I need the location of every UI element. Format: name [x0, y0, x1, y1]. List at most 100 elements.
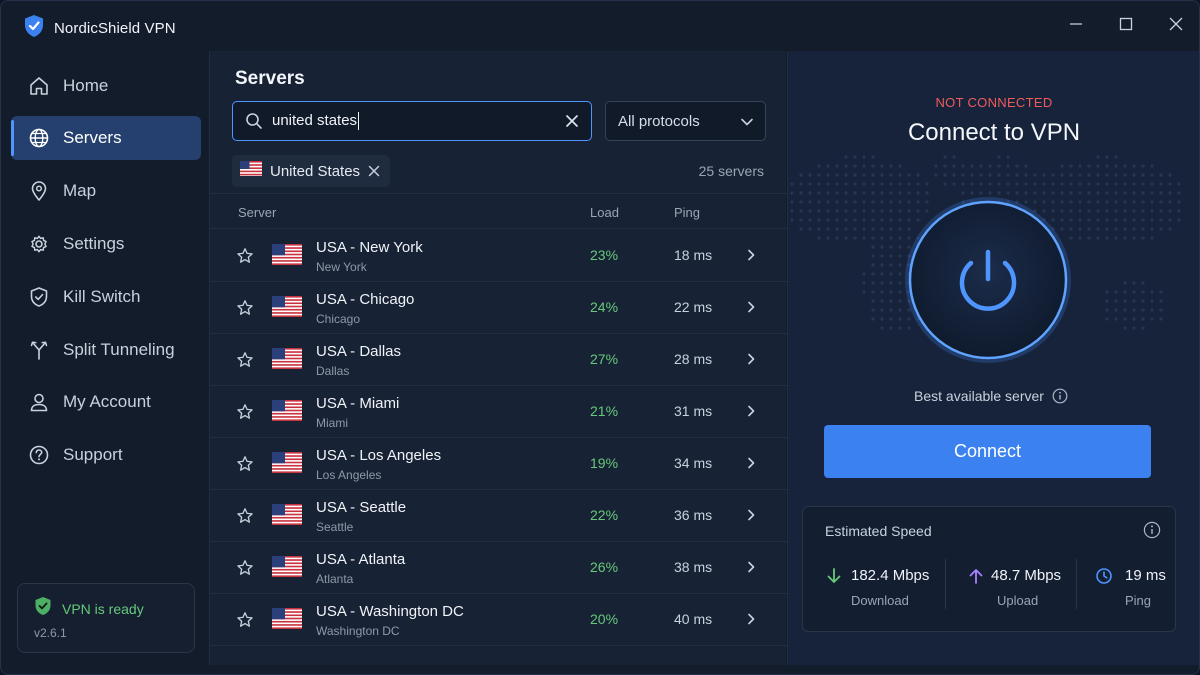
server-city: Atlanta	[316, 572, 354, 586]
info-icon[interactable]	[1143, 521, 1161, 539]
search-icon	[246, 113, 262, 129]
favorite-star-icon[interactable]	[236, 247, 254, 265]
remove-filter-icon[interactable]	[366, 163, 382, 179]
favorite-star-icon[interactable]	[236, 351, 254, 369]
server-city: Dallas	[316, 364, 350, 378]
sidebar-item-split-tunneling[interactable]: Split Tunneling	[11, 328, 201, 372]
server-count: 25 servers	[698, 163, 764, 179]
info-icon[interactable]	[1052, 388, 1068, 404]
server-ping: 34 ms	[674, 455, 713, 471]
servers-panel: Servers united states All protocols Unit…	[209, 51, 787, 665]
server-ping: 36 ms	[674, 507, 713, 523]
maximize-button[interactable]	[1101, 1, 1151, 47]
server-city: Washington DC	[316, 624, 400, 638]
filter-chip: United States	[232, 155, 390, 187]
sidebar-item-servers[interactable]: Servers	[11, 116, 201, 160]
server-ping: 40 ms	[674, 611, 713, 627]
sidebar-item-home[interactable]: Home	[11, 64, 201, 108]
minimize-button[interactable]	[1051, 1, 1101, 47]
column-header-load: Load	[590, 205, 619, 220]
vpn-status: VPN is ready	[34, 596, 144, 621]
server-city: New York	[316, 260, 367, 274]
sidebar-item-label: Map	[63, 181, 97, 200]
connect-button[interactable]: Connect	[824, 425, 1151, 478]
close-icon	[1169, 17, 1183, 31]
server-row[interactable]: USA - Chicago Chicago 24% 22 ms	[210, 282, 787, 334]
server-name: USA - Los Angeles	[316, 447, 442, 464]
server-name: USA - Miami	[316, 395, 400, 412]
power-button[interactable]	[905, 197, 1071, 363]
chevron-right-icon[interactable]	[744, 455, 758, 471]
favorite-star-icon[interactable]	[236, 403, 254, 421]
chevron-right-icon[interactable]	[744, 611, 758, 627]
server-row[interactable]: USA - Los Angeles Los Angeles 19% 34 ms	[210, 438, 787, 490]
server-name: USA - New York	[316, 239, 423, 256]
favorite-star-icon[interactable]	[236, 559, 254, 577]
gear-icon	[27, 232, 51, 256]
search-value: united states	[272, 111, 358, 129]
server-name: USA - Washington DC	[316, 603, 464, 620]
window-controls	[1051, 1, 1199, 47]
sidebar-item-label: Split Tunneling	[63, 340, 175, 359]
sidebar-item-label: Home	[63, 76, 109, 95]
server-row[interactable]: USA - Seattle Seattle 22% 36 ms	[210, 490, 787, 542]
app-version: v2.6.1	[34, 626, 67, 640]
us-flag-icon	[272, 296, 302, 322]
server-load: 27%	[590, 351, 619, 367]
chevron-right-icon[interactable]	[744, 247, 758, 263]
server-row[interactable]: USA - Miami Miami 21% 31 ms	[210, 386, 787, 438]
title-bar: NordicShield VPN	[1, 1, 1199, 51]
sidebar-item-my-account[interactable]: My Account	[11, 380, 201, 424]
sidebar-item-label: Settings	[63, 234, 125, 253]
server-load: 23%	[590, 247, 619, 263]
shield-icon	[27, 285, 51, 309]
search-input[interactable]: united states	[232, 101, 592, 141]
download-value: 182.4 Mbps	[851, 567, 930, 584]
chevron-right-icon[interactable]	[744, 507, 758, 523]
chevron-right-icon[interactable]	[744, 403, 758, 419]
sidebar-item-settings[interactable]: Settings	[11, 222, 201, 266]
chevron-right-icon[interactable]	[744, 351, 758, 367]
server-load: 22%	[590, 507, 619, 523]
close-window-button[interactable]	[1151, 1, 1199, 47]
us-flag-icon	[240, 161, 262, 181]
favorite-star-icon[interactable]	[236, 507, 254, 525]
shield-logo-icon	[23, 14, 45, 43]
favorite-star-icon[interactable]	[236, 455, 254, 473]
protocol-select[interactable]: All protocols	[605, 101, 766, 141]
brand: NordicShield VPN	[23, 14, 176, 43]
ping-label: Ping	[1125, 593, 1152, 608]
vpn-status-card: VPN is ready v2.6.1	[17, 583, 195, 653]
favorite-star-icon[interactable]	[236, 611, 254, 629]
sidebar-item-map[interactable]: Map	[11, 169, 201, 213]
connect-title: Connect to VPN	[907, 119, 1081, 146]
chevron-right-icon[interactable]	[744, 559, 758, 575]
map-pin-icon	[27, 179, 51, 203]
world-map-background	[790, 155, 1181, 330]
sidebar-item-support[interactable]: Support	[11, 433, 201, 477]
text-caret	[358, 112, 360, 131]
sidebar-item-label: Kill Switch	[63, 287, 141, 306]
download-label: Download	[851, 593, 909, 608]
sidebar-item-kill-switch[interactable]: Kill Switch	[11, 275, 201, 319]
chevron-right-icon[interactable]	[744, 299, 758, 315]
protocol-value: All protocols	[618, 112, 700, 130]
upload-value: 48.7 Mbps	[991, 567, 1062, 584]
column-header-ping: Ping	[674, 205, 701, 220]
clock-icon	[1096, 568, 1112, 584]
sidebar-item-label: Support	[63, 445, 123, 464]
best-server-label: Best available server	[914, 388, 1044, 404]
server-ping: 38 ms	[674, 559, 713, 575]
server-row[interactable]: USA - Washington DC Washington DC 20% 40 ms	[210, 594, 787, 646]
divider	[1076, 559, 1077, 609]
server-name: USA - Chicago	[316, 291, 415, 308]
upload-arrow-icon	[969, 569, 983, 584]
server-ping: 22 ms	[674, 299, 713, 315]
clear-search-icon[interactable]	[563, 112, 581, 130]
server-row[interactable]: USA - New York New York 23% 18 ms	[210, 230, 787, 282]
server-row[interactable]: USA - Dallas Dallas 27% 28 ms	[210, 334, 787, 386]
server-row[interactable]: USA - Atlanta Atlanta 26% 38 ms	[210, 542, 787, 594]
us-flag-icon	[272, 504, 302, 530]
favorite-star-icon[interactable]	[236, 299, 254, 317]
server-load: 21%	[590, 403, 619, 419]
